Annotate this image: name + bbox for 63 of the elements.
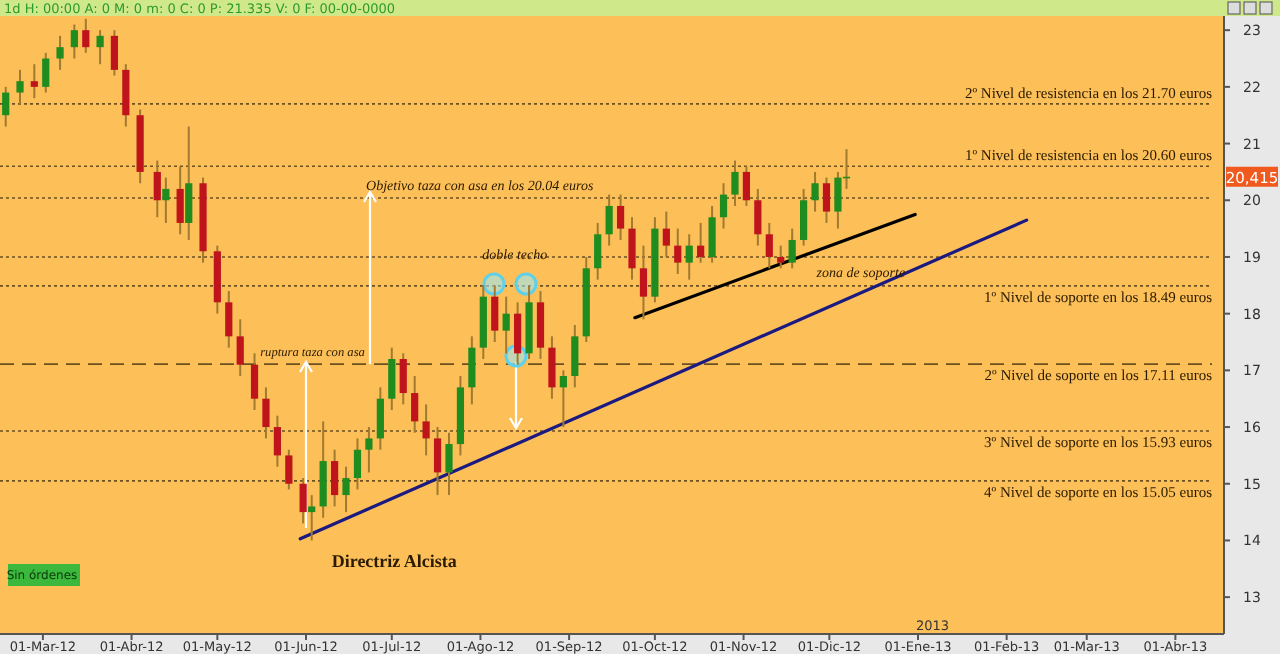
candlestick [628, 216, 636, 281]
candlestick [319, 420, 327, 519]
candlestick [285, 448, 293, 491]
annotation: Directriz Alcista [331, 550, 458, 571]
candlestick [491, 284, 499, 344]
candlestick [605, 193, 613, 247]
candlestick [639, 244, 648, 321]
candlestick [56, 34, 64, 71]
candlestick [822, 176, 831, 224]
candlestick [662, 210, 670, 258]
candlestick [433, 426, 442, 497]
candlestick [16, 68, 24, 105]
candlestick [559, 369, 567, 429]
candlestick [502, 295, 510, 355]
candlestick [411, 375, 419, 434]
candlestick [422, 403, 430, 457]
candlestick [388, 346, 396, 412]
candlestick [82, 17, 90, 54]
candlestick [800, 187, 808, 247]
candlestick [250, 352, 259, 412]
candlestick [445, 431, 453, 497]
candlestick [308, 494, 316, 542]
candlestick [110, 29, 118, 77]
candlestick [548, 335, 556, 400]
candlestick [273, 414, 281, 468]
candlestick [236, 318, 244, 378]
candlestick [674, 227, 682, 275]
candlestick [468, 335, 476, 406]
candlestick [742, 165, 751, 207]
candlestick [834, 170, 842, 230]
candlestick [299, 477, 307, 525]
candlestick [594, 221, 602, 281]
candlestick [353, 437, 362, 491]
candlestick [788, 227, 796, 270]
candlestick [616, 193, 625, 241]
candlestick [262, 386, 270, 440]
candlestick [697, 221, 705, 264]
candlestick [96, 29, 104, 66]
candlestick [731, 159, 739, 207]
candlestick [571, 324, 579, 389]
candlestick [708, 204, 716, 264]
candlestick [30, 63, 38, 100]
candlestick [754, 187, 762, 247]
candlestick [536, 289, 545, 361]
candlestick [331, 448, 339, 508]
candlestick [765, 221, 773, 270]
candlestick [122, 63, 130, 128]
candlestick [685, 233, 693, 281]
candlestick [42, 51, 50, 94]
candlestick [399, 352, 407, 406]
candlestick [719, 182, 728, 230]
candlestick [811, 170, 819, 213]
candlestick [376, 386, 384, 451]
candlestick [225, 289, 233, 349]
candlestick [342, 465, 350, 514]
candlestick [70, 23, 78, 60]
candlestick [162, 176, 170, 224]
candlestick [2, 85, 10, 128]
candlestick [153, 159, 161, 219]
candlestick [777, 244, 785, 270]
candlestick [176, 165, 184, 236]
candlestick [185, 125, 193, 241]
candlestick [365, 426, 373, 474]
